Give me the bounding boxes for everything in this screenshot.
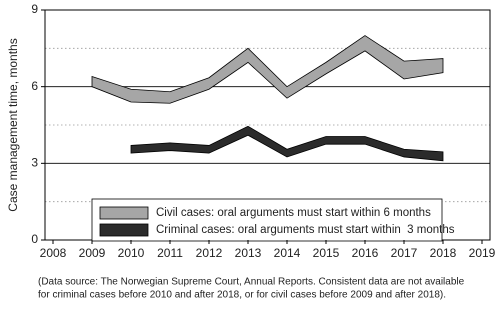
note: for criminal cases before 2010 and after… [38, 290, 446, 301]
x-tick-label: 2010 [118, 246, 145, 260]
x-tick-label: 2016 [352, 246, 379, 260]
x-tick-label: 2012 [196, 246, 223, 260]
y-tick-label: 9 [31, 2, 38, 16]
legend-label: Criminal cases: oral arguments must star… [156, 224, 455, 236]
band-area [130, 125, 444, 162]
y-tick-label: 3 [31, 156, 38, 170]
y-axis-label: Case management time, months [6, 38, 20, 211]
x-tick-label: 2008 [40, 246, 67, 260]
x-tick-label: 2009 [79, 246, 106, 260]
y-tick-label: 6 [31, 79, 38, 93]
x-tick-label: 2018 [430, 246, 457, 260]
band-area [91, 35, 444, 104]
x-tick-label: 2013 [235, 246, 262, 260]
note: (Data source: The Norwegian Supreme Cour… [38, 277, 465, 288]
legend-label: Civil cases: oral arguments must start w… [156, 207, 431, 219]
x-tick-label: 2019 [469, 246, 496, 260]
x-tick-label: 2014 [274, 246, 301, 260]
legend-swatch [99, 206, 149, 220]
legend-box [91, 198, 443, 242]
y-tick-label: 0 [31, 232, 38, 246]
legend-swatch [99, 223, 149, 237]
x-tick-label: 2017 [391, 246, 418, 260]
x-tick-label: 2011 [157, 246, 183, 260]
x-tick-label: 2015 [313, 246, 340, 260]
